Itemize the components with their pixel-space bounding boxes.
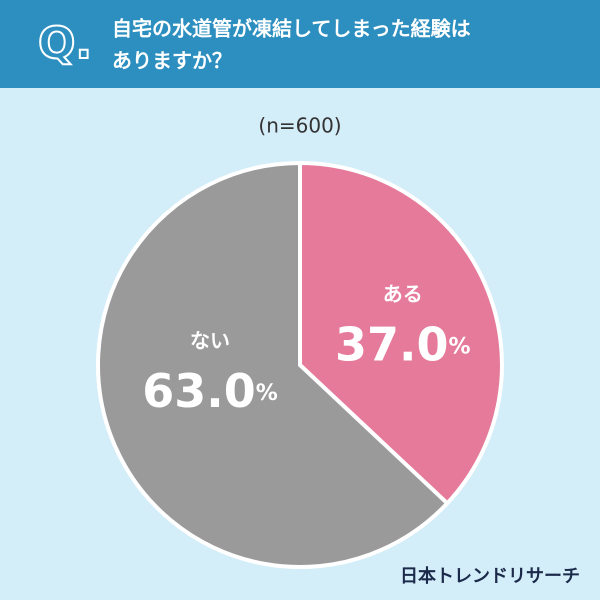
sample-size: (n=600) [258,114,341,138]
chart-title: 自宅の水道管が凍結してしまった経験は [112,17,471,41]
source: 日本トレンドリサーチ [400,565,580,587]
chart-title: ありますか？ [112,49,232,73]
slice-label: ない [190,328,230,352]
question-badge: Q. [38,18,92,69]
header-band [0,0,600,88]
value-label: 63.0% [142,363,278,417]
pie-slice [96,160,451,569]
slice-label: ある [383,282,423,306]
value-label: 37.0% [335,317,471,371]
pie-slice [298,160,504,507]
